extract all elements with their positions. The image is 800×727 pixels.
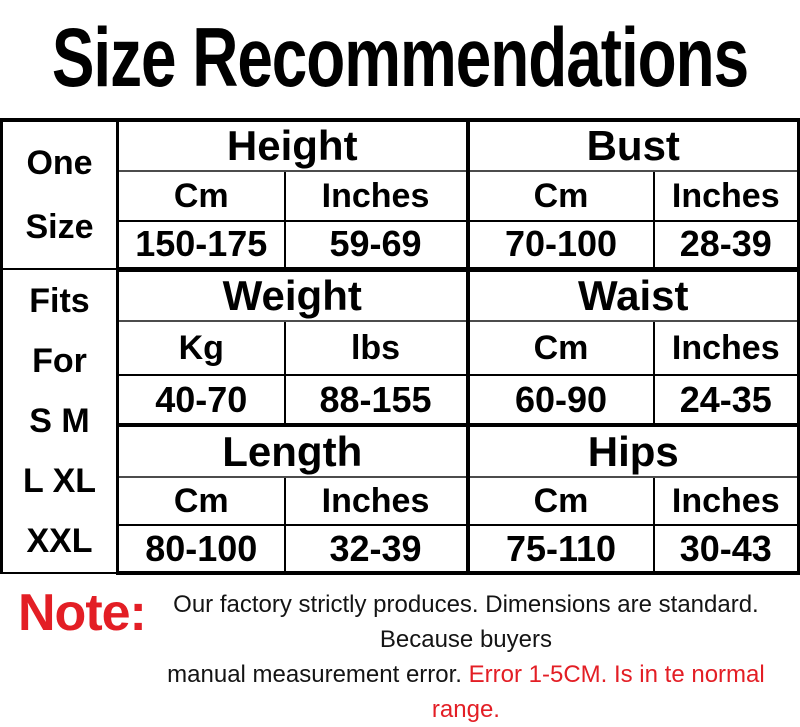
hips-cm-subheader: Cm: [466, 476, 655, 526]
bust-cm-subheader: Cm: [466, 170, 655, 222]
page-title: Size Recommendations: [51, 11, 749, 105]
one-size-label: One Size: [0, 118, 119, 270]
weight-kg-subheader: Kg: [116, 320, 286, 376]
height-cm-value: 150-175: [116, 220, 286, 272]
hips-inches-value: 30-43: [652, 524, 800, 575]
length-inches-value: 32-39: [283, 524, 470, 575]
height-header-cell: Height: [116, 118, 470, 172]
hips-inches-subheader: Inches: [652, 476, 800, 526]
fits-for-label-line: L XL: [22, 462, 97, 500]
waist-header-cell: Waist: [466, 268, 800, 322]
note-line-2: manual measurement error. Error 1-5CM. I…: [146, 657, 786, 727]
bust-header-cell: Bust: [466, 118, 800, 172]
weight-kg-value: 40-70: [116, 374, 286, 427]
waist-inches-subheader: Inches: [652, 320, 800, 376]
height-inches-value: 59-69: [283, 220, 470, 272]
length-cm-value: 80-100: [116, 524, 286, 575]
bust-cm-value: 70-100: [466, 220, 655, 272]
length-header-cell: Length: [116, 424, 470, 478]
one-size-label-line: One: [26, 144, 93, 182]
fits-for-label-line: S M: [29, 402, 90, 440]
note-label: Note:: [18, 584, 147, 642]
title-bar: Size Recommendations: [0, 0, 800, 118]
hips-cm-value: 75-110: [466, 524, 655, 575]
fits-for-label-line: Fits: [29, 282, 90, 320]
note-text: Our factory strictly produces. Dimension…: [146, 584, 786, 727]
length-cm-subheader: Cm: [116, 476, 286, 526]
fits-for-label-line: For: [32, 342, 87, 380]
bust-inches-value: 28-39: [652, 220, 800, 272]
one-size-label-line: Size: [25, 208, 94, 246]
fits-for-label: Fits For S M L XL XXL: [0, 268, 119, 574]
weight-lbs-value: 88-155: [283, 374, 470, 427]
size-table: One Size Height Bust Cm Inches Cm Inches…: [0, 118, 800, 575]
length-inches-subheader: Inches: [283, 476, 470, 526]
height-cm-subheader: Cm: [116, 170, 286, 222]
weight-lbs-subheader: lbs: [283, 320, 470, 376]
waist-cm-value: 60-90: [466, 374, 655, 427]
note-section: Note: Our factory strictly produces. Dim…: [0, 575, 800, 727]
height-inches-subheader: Inches: [283, 170, 470, 222]
waist-inches-value: 24-35: [652, 374, 800, 427]
note-line-1: Our factory strictly produces. Dimension…: [173, 591, 759, 653]
waist-cm-subheader: Cm: [466, 320, 655, 376]
weight-header-cell: Weight: [116, 268, 470, 322]
note-line-2-black: manual measurement error.: [167, 661, 462, 688]
note-line-2-red: Error 1-5CM. Is in te normal range.: [431, 661, 765, 723]
hips-header-cell: Hips: [466, 424, 800, 478]
fits-for-label-line: XXL: [26, 522, 93, 560]
bust-inches-subheader: Inches: [652, 170, 800, 222]
